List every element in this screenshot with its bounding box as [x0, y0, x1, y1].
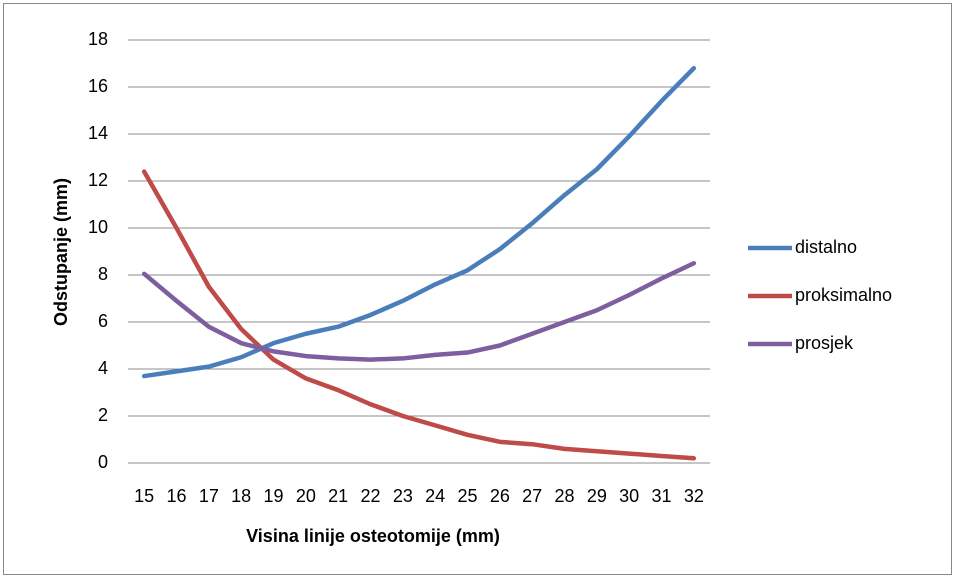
x-tick-label: 26: [490, 486, 510, 506]
x-tick-label: 32: [684, 486, 704, 506]
data-line: [141, 65, 697, 379]
legend-label: prosjek: [795, 333, 854, 353]
x-tick-label: 16: [166, 486, 186, 506]
x-tick-label: 28: [554, 486, 574, 506]
x-tick-label: 22: [360, 486, 380, 506]
y-tick-label: 0: [98, 452, 108, 472]
x-tick-label: 27: [522, 486, 542, 506]
x-tick-label: 23: [393, 486, 413, 506]
x-tick-label: 21: [328, 486, 348, 506]
x-tick-label: 30: [619, 486, 639, 506]
y-tick-label: 4: [98, 358, 108, 378]
y-tick-label: 8: [98, 264, 108, 284]
data-line: [141, 169, 697, 461]
y-tick-label: 18: [88, 29, 108, 49]
y-tick-label: 14: [88, 123, 108, 143]
legend-label: distalno: [795, 237, 857, 257]
data-line: [141, 261, 697, 362]
x-tick-label: 29: [587, 486, 607, 506]
x-tick-label: 15: [134, 486, 154, 506]
x-tick-label: 17: [199, 486, 219, 506]
x-tick-label: 18: [231, 486, 251, 506]
y-tick-label: 6: [98, 311, 108, 331]
legend-label: proksimalno: [795, 285, 892, 305]
y-axis-title: Odstupanje (mm): [51, 178, 71, 326]
y-tick-label: 12: [88, 170, 108, 190]
x-tick-label: 19: [263, 486, 283, 506]
x-tick-label: 25: [457, 486, 477, 506]
x-tick-label: 31: [651, 486, 671, 506]
y-tick-label: 2: [98, 405, 108, 425]
x-axis-title: Visina linije osteotomije (mm): [246, 526, 500, 546]
x-tick-label: 24: [425, 486, 445, 506]
y-tick-label: 16: [88, 76, 108, 96]
y-tick-label: 10: [88, 217, 108, 237]
x-tick-label: 20: [296, 486, 316, 506]
